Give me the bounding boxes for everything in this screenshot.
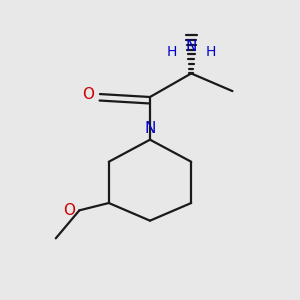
Text: O: O — [82, 87, 94, 102]
Text: H: H — [167, 46, 177, 59]
Text: N: N — [144, 121, 156, 136]
Text: H: H — [205, 46, 215, 59]
Text: N: N — [185, 39, 197, 54]
Text: O: O — [63, 203, 75, 218]
